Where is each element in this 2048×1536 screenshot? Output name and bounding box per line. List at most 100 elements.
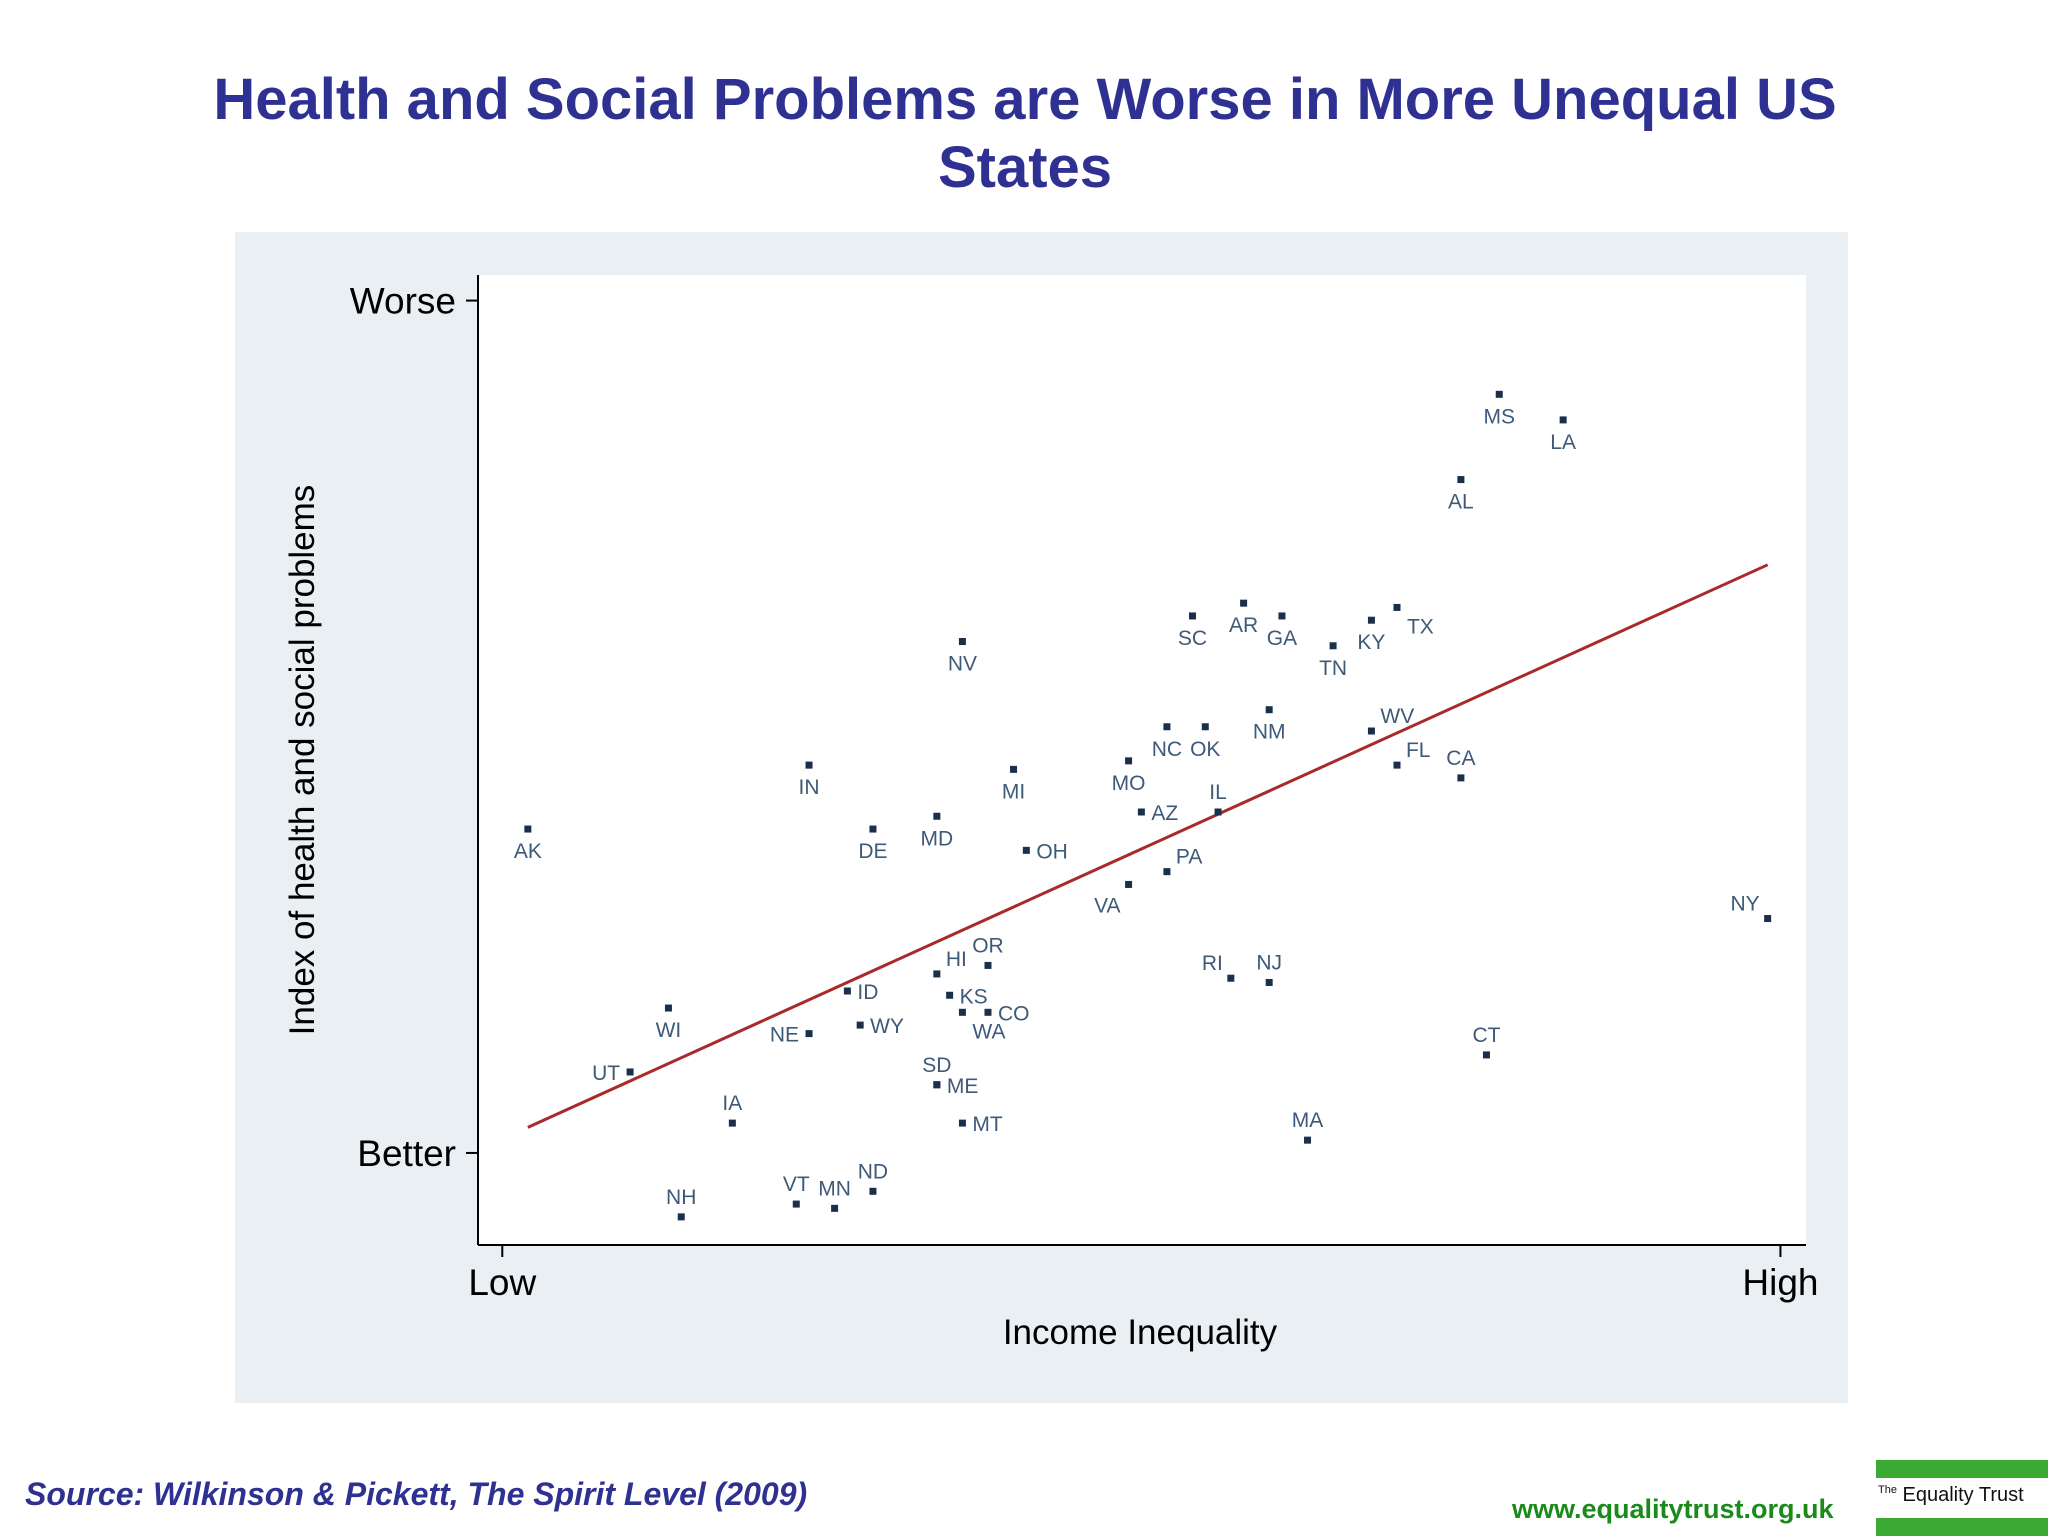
data-point-nm [1265, 706, 1273, 714]
x-tick-label: High [1742, 1262, 1818, 1303]
point-label-md: MD [921, 827, 954, 850]
point-label-ny: NY [1730, 893, 1759, 916]
point-label-tn: TN [1319, 657, 1347, 680]
data-point-co [984, 1008, 992, 1016]
data-point-nj [1265, 978, 1273, 986]
point-label-al: AL [1448, 491, 1474, 514]
data-point-ms [1495, 390, 1503, 398]
point-label-hi: HI [946, 948, 967, 971]
point-label-mo: MO [1112, 772, 1146, 795]
point-label-ma: MA [1292, 1109, 1324, 1132]
data-point-ri [1227, 974, 1235, 982]
website-link[interactable]: www.equalitytrust.org.uk [1512, 1494, 1834, 1524]
point-label-nc: NC [1152, 738, 1182, 761]
point-label-ar: AR [1229, 614, 1258, 637]
data-point-ga [1278, 612, 1286, 620]
data-point-oh [1022, 846, 1030, 854]
data-point-ok [1201, 723, 1209, 731]
data-point-nc [1163, 723, 1171, 731]
point-label-ia: IA [722, 1092, 742, 1115]
data-point-ca [1457, 774, 1465, 782]
fit-line [527, 563, 1769, 1129]
point-label-wa: WA [972, 1020, 1005, 1043]
data-point-me [933, 1081, 941, 1089]
point-label-wv: WV [1380, 705, 1414, 728]
point-label-ak: AK [514, 840, 542, 863]
data-point-hi [933, 970, 941, 978]
data-point-ak [524, 825, 532, 833]
data-point-nh [677, 1213, 685, 1221]
point-label-vt: VT [783, 1173, 810, 1196]
logo-text-main: Equality Trust [1902, 1484, 2024, 1506]
point-label-ca: CA [1446, 747, 1475, 770]
data-point-wa [958, 1008, 966, 1016]
data-point-mt [958, 1119, 966, 1127]
data-point-nd [869, 1187, 877, 1195]
logo-bar-bottom [1876, 1518, 2048, 1536]
data-point-ct [1482, 1051, 1490, 1059]
data-point-vt [792, 1200, 800, 1208]
point-label-ri: RI [1202, 952, 1223, 975]
point-label-pa: PA [1176, 846, 1202, 869]
point-label-sd: SD [922, 1054, 951, 1077]
point-label-az: AZ [1151, 802, 1178, 825]
point-label-ut: UT [592, 1062, 620, 1085]
point-label-nj: NJ [1256, 951, 1282, 974]
point-label-nd: ND [858, 1160, 888, 1183]
data-point-mn [831, 1204, 839, 1212]
point-label-ms: MS [1483, 405, 1515, 428]
data-point-pa [1163, 868, 1171, 876]
data-point-fl [1393, 761, 1401, 769]
point-label-de: DE [858, 840, 887, 863]
point-label-me: ME [947, 1075, 979, 1098]
point-label-ga: GA [1267, 627, 1297, 650]
logo-text: The Equality Trust [1878, 1484, 2048, 1507]
logo-text-small: The [1878, 1484, 1897, 1496]
data-point-nv [958, 638, 966, 646]
data-point-va [1125, 880, 1133, 888]
data-point-ne [805, 1030, 813, 1038]
data-point-tn [1329, 642, 1337, 650]
point-label-mn: MN [818, 1177, 851, 1200]
slide-title: Health and Social Problems are Worse in … [213, 67, 1837, 200]
point-label-va: VA [1094, 894, 1120, 917]
point-label-mt: MT [972, 1113, 1002, 1136]
point-label-oh: OH [1036, 840, 1068, 863]
point-label-ct: CT [1472, 1024, 1500, 1047]
point-label-wi: WI [656, 1019, 682, 1042]
y-axis-label: Index of health and social problems [283, 485, 322, 1036]
plot-area [478, 275, 1806, 1245]
data-point-ma [1304, 1136, 1312, 1144]
y-tick-label: Better [357, 1133, 456, 1174]
point-label-tx: TX [1407, 615, 1434, 638]
point-label-nv: NV [948, 653, 977, 676]
data-point-ut [626, 1068, 634, 1076]
data-point-or [984, 961, 992, 969]
data-point-sc [1188, 612, 1196, 620]
point-label-ky: KY [1357, 631, 1385, 654]
data-point-la [1559, 416, 1567, 424]
data-point-tx [1393, 603, 1401, 611]
point-label-id: ID [857, 981, 878, 1004]
point-label-wy: WY [870, 1015, 904, 1038]
data-point-il [1214, 808, 1222, 816]
point-label-il: IL [1209, 781, 1227, 804]
point-label-ok: OK [1190, 738, 1220, 761]
data-point-ks [946, 991, 954, 999]
data-point-md [933, 812, 941, 820]
data-point-mi [1010, 765, 1018, 773]
data-point-az [1137, 808, 1145, 816]
equality-trust-logo: The Equality Trust [1876, 1460, 2048, 1536]
data-point-ky [1367, 616, 1375, 624]
data-point-ny [1764, 915, 1772, 923]
source-citation: Source: Wilkinson & Pickett, The Spirit … [25, 1476, 808, 1512]
point-label-fl: FL [1406, 739, 1431, 762]
point-label-ne: NE [770, 1024, 799, 1047]
data-point-de [869, 825, 877, 833]
data-point-in [805, 761, 813, 769]
logo-bar-top [1876, 1460, 2048, 1478]
point-label-la: LA [1550, 431, 1576, 454]
data-point-wv [1367, 727, 1375, 735]
data-point-ia [728, 1119, 736, 1127]
